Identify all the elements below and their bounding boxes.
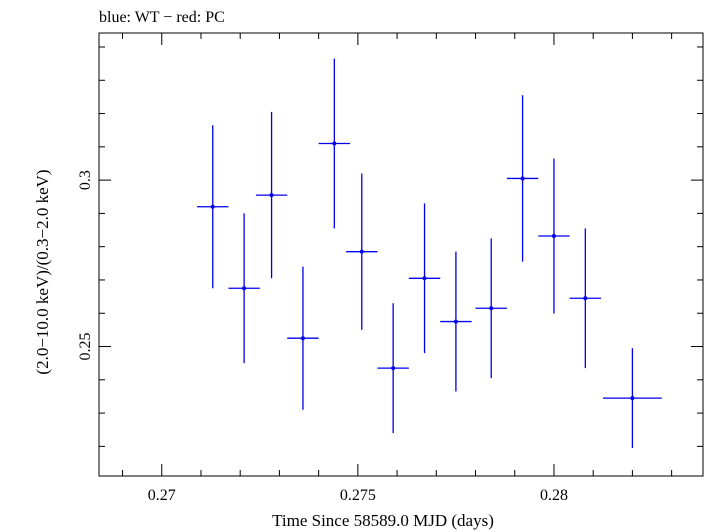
x-tick-label: 0.27 — [148, 487, 176, 504]
data-point — [377, 303, 409, 434]
data-point — [569, 228, 602, 369]
x-axis-label: Time Since 58589.0 MJD (days) — [272, 511, 494, 530]
point-marker — [332, 141, 337, 146]
data-point — [506, 95, 539, 262]
point-marker — [551, 234, 556, 239]
point-marker — [210, 204, 215, 209]
point-marker — [489, 306, 494, 311]
y-axis: 0.25 0.3 — [77, 46, 703, 447]
data-point — [602, 348, 662, 449]
data-point — [287, 266, 319, 410]
point-marker — [583, 296, 588, 301]
x-tick-label: 0.28 — [540, 487, 568, 504]
data-point — [255, 111, 288, 279]
point-marker — [359, 249, 364, 254]
y-tick-label: 0.25 — [77, 333, 94, 361]
data-point — [538, 158, 570, 314]
data-point — [318, 58, 351, 229]
point-marker — [300, 336, 305, 341]
data-point — [197, 125, 229, 289]
x-tick-label: 0.275 — [340, 487, 376, 504]
point-marker — [391, 366, 396, 371]
data-point — [408, 203, 441, 354]
data-point — [440, 251, 472, 392]
x-axis: 0.27 0.275 0.28 — [122, 33, 673, 504]
data-series — [197, 58, 662, 449]
plot-frame — [98, 32, 704, 477]
chart-title: blue: WT − red: PC — [99, 9, 225, 26]
point-marker — [520, 176, 525, 181]
point-marker — [422, 276, 427, 281]
point-marker — [242, 286, 247, 291]
point-marker — [453, 319, 458, 324]
point-marker — [269, 193, 274, 198]
y-tick-label: 0.3 — [77, 170, 94, 190]
y-axis-label: (2.0−10.0 keV)/(0.3−2.0 keV) — [33, 169, 52, 374]
data-point — [346, 173, 378, 330]
point-marker — [630, 396, 635, 401]
data-point — [228, 213, 260, 364]
data-point — [475, 238, 507, 379]
